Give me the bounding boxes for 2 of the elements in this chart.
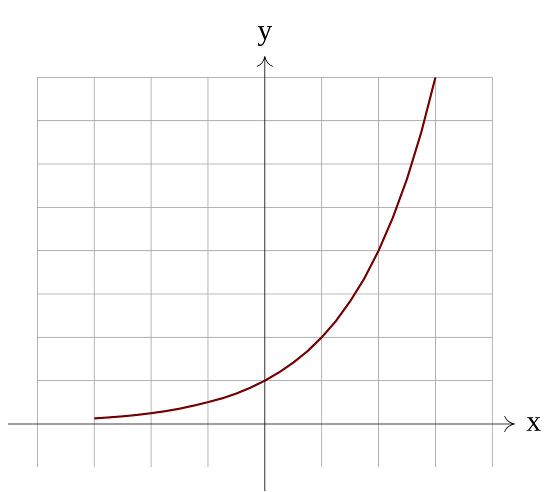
x-axis-title: x	[526, 417, 541, 431]
y-axis-title: y	[258, 26, 272, 46]
